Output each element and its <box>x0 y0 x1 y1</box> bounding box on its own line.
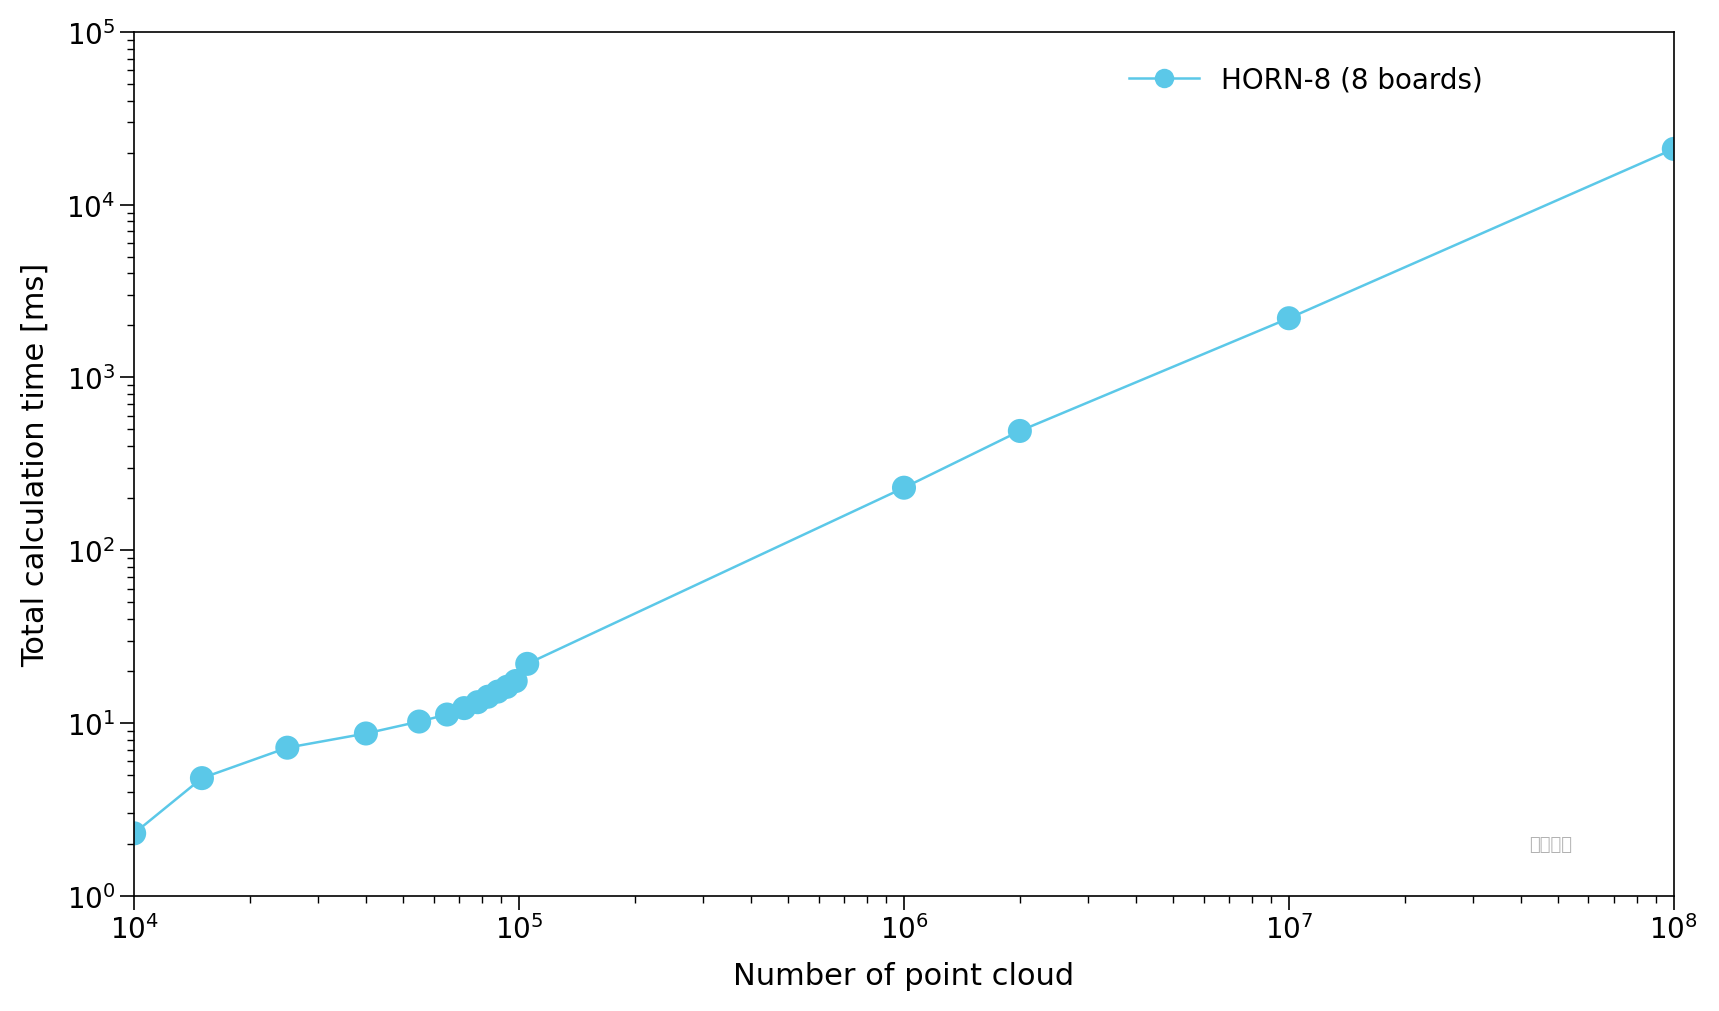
Point <box>120 825 148 841</box>
Y-axis label: Total calculation time [ms]: Total calculation time [ms] <box>21 263 50 666</box>
Point <box>514 656 541 672</box>
Point <box>1006 424 1033 440</box>
Point <box>273 740 301 756</box>
Point <box>187 770 215 787</box>
Point <box>464 695 492 711</box>
Point <box>406 714 433 730</box>
Point <box>433 707 461 723</box>
Text: 光学前沿: 光学前沿 <box>1530 835 1573 853</box>
Legend: HORN-8 (8 boards): HORN-8 (8 boards) <box>1117 56 1494 105</box>
Point <box>450 701 478 717</box>
Point <box>1275 310 1303 327</box>
Point <box>493 679 521 696</box>
Point <box>890 480 918 496</box>
Point <box>1661 142 1688 158</box>
Point <box>485 683 512 700</box>
Point <box>352 726 380 742</box>
X-axis label: Number of point cloud: Number of point cloud <box>734 961 1074 990</box>
Point <box>502 673 529 690</box>
Point <box>474 688 502 705</box>
